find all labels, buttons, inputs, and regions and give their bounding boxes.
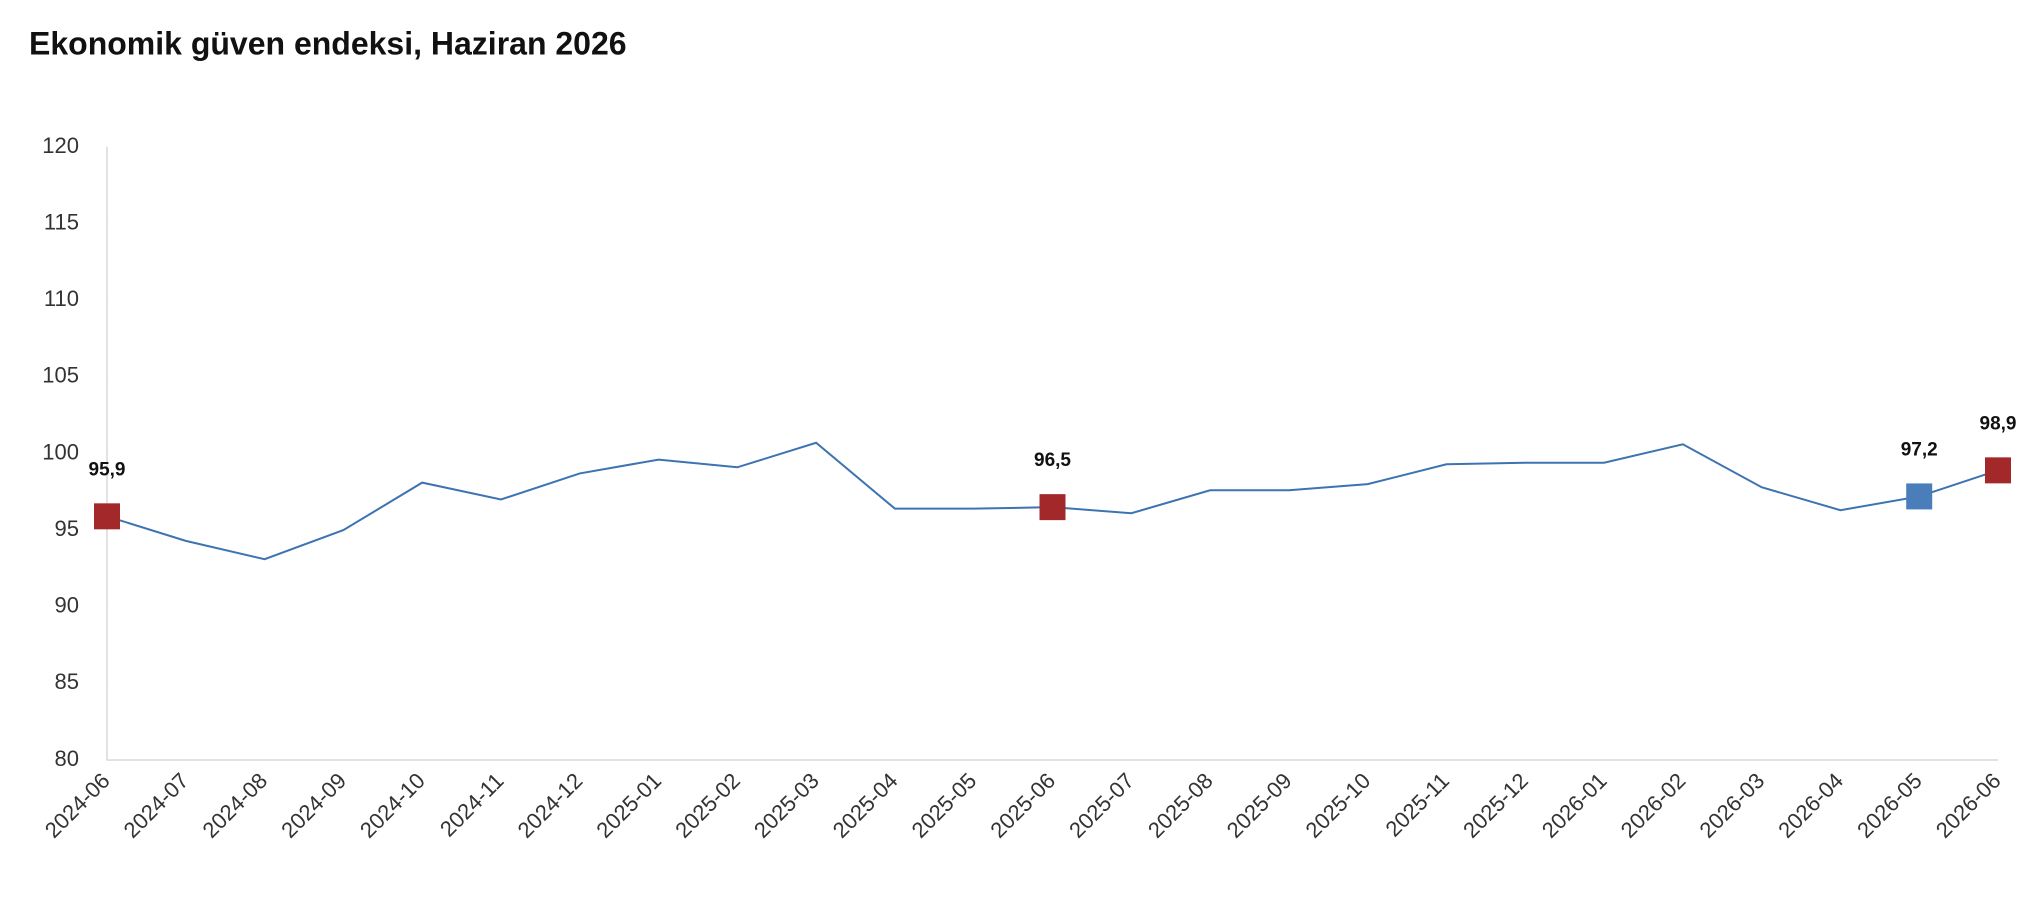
data-label: 95,9 <box>89 459 126 480</box>
x-tick-label: 2026-06 <box>1931 768 2006 843</box>
y-tick-label: 105 <box>42 363 79 388</box>
y-tick-label: 120 <box>42 133 79 158</box>
x-tick-label: 2024-12 <box>513 768 588 843</box>
data-label: 97,2 <box>1901 439 1938 460</box>
point-marker <box>1906 483 1933 510</box>
x-tick-label: 2025-11 <box>1380 768 1454 842</box>
x-tick-label: 2024-06 <box>40 768 115 843</box>
x-tick-label: 2024-10 <box>355 768 430 843</box>
y-tick-label: 80 <box>55 746 79 771</box>
y-tick-label: 90 <box>55 593 79 618</box>
x-tick-label: 2025-04 <box>828 768 903 843</box>
y-tick-label: 85 <box>55 669 79 694</box>
chart-title: Ekonomik güven endeksi, Haziran 2026 <box>29 25 627 61</box>
data-label: 96,5 <box>1034 450 1071 471</box>
x-tick-label: 2024-07 <box>119 768 194 843</box>
x-tick-label: 2026-04 <box>1773 768 1848 843</box>
x-tick-label: 2026-02 <box>1616 768 1691 843</box>
x-tick-label: 2025-06 <box>985 768 1060 843</box>
x-tick-label: 2025-01 <box>591 768 666 843</box>
point-marker <box>94 503 120 530</box>
x-tick-label: 2025-02 <box>670 768 745 843</box>
x-tick-label: 2025-03 <box>749 768 824 843</box>
x-tick-label: 2025-08 <box>1143 768 1218 843</box>
x-tick-label: 2025-09 <box>1222 768 1297 843</box>
x-tick-label: 2025-12 <box>1458 768 1533 843</box>
x-tick-label: 2024-11 <box>435 768 509 842</box>
y-tick-label: 95 <box>55 516 79 541</box>
x-tick-label: 2024-08 <box>197 768 272 843</box>
y-tick-label: 110 <box>44 286 79 311</box>
x-tick-label: 2025-05 <box>907 768 982 843</box>
point-marker <box>1985 457 2011 484</box>
point-marker <box>1039 494 1066 521</box>
y-tick-label: 115 <box>44 209 79 234</box>
x-tick-label: 2026-01 <box>1537 768 1612 843</box>
x-tick-label: 2026-05 <box>1852 768 1927 843</box>
x-tick-label: 2026-03 <box>1694 768 1769 843</box>
x-tick-label: 2025-10 <box>1301 768 1376 843</box>
data-label: 98,9 <box>1980 413 2017 434</box>
y-tick-label: 100 <box>42 439 79 464</box>
x-tick-label: 2025-07 <box>1064 768 1139 843</box>
x-tick-label: 2024-09 <box>276 768 351 843</box>
